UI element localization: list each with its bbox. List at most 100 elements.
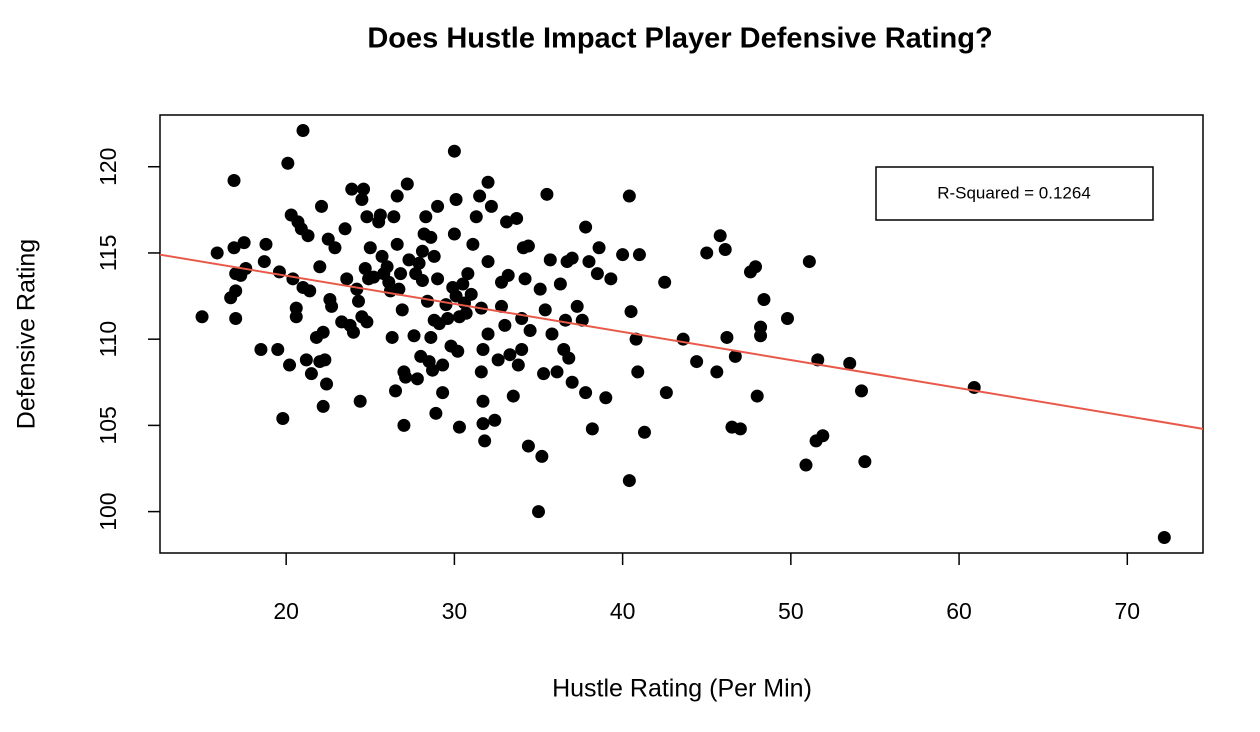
point <box>441 311 455 325</box>
point <box>363 241 377 255</box>
point <box>575 313 589 327</box>
x-axis-label: Hustle Rating (Per Min) <box>552 675 812 703</box>
point <box>858 455 872 469</box>
point <box>616 248 630 262</box>
point <box>570 299 584 313</box>
point <box>390 189 404 203</box>
point <box>622 189 636 203</box>
point <box>367 270 381 284</box>
point <box>318 353 332 367</box>
point <box>360 210 374 224</box>
point <box>710 365 724 379</box>
point <box>750 389 764 403</box>
point <box>358 261 372 275</box>
y-tick-label: 100 <box>95 492 121 530</box>
y-tick-label: 110 <box>95 321 121 358</box>
point <box>550 365 564 379</box>
point <box>357 182 371 196</box>
trend-line <box>159 253 1204 430</box>
point <box>420 294 434 308</box>
point <box>301 229 315 243</box>
point <box>346 325 360 339</box>
point <box>476 417 490 431</box>
point <box>582 255 596 269</box>
point <box>592 241 606 255</box>
point <box>728 349 742 363</box>
point <box>254 343 268 357</box>
point <box>276 411 290 425</box>
point <box>316 399 330 413</box>
point <box>456 277 470 291</box>
point <box>424 230 438 244</box>
point <box>637 425 651 439</box>
point <box>494 299 508 313</box>
point <box>718 243 732 257</box>
point <box>532 505 546 519</box>
point <box>473 189 487 203</box>
point <box>464 287 478 301</box>
point <box>320 377 334 391</box>
chart-title: Does Hustle Impact Player Defensive Rati… <box>367 23 992 55</box>
point <box>328 241 342 255</box>
point <box>565 251 579 265</box>
y-tick-label: 120 <box>95 148 121 186</box>
point <box>481 175 495 189</box>
point <box>229 311 243 325</box>
point <box>447 227 461 241</box>
point <box>535 449 549 463</box>
point <box>802 255 816 269</box>
point <box>713 229 727 243</box>
point <box>488 413 502 427</box>
point <box>451 344 465 358</box>
point <box>271 343 285 357</box>
y-tick-label: 115 <box>95 235 121 272</box>
point <box>272 265 286 279</box>
point <box>195 310 209 324</box>
point <box>720 330 734 344</box>
point <box>360 315 374 329</box>
point <box>501 268 515 282</box>
point <box>229 284 243 298</box>
point <box>283 358 297 372</box>
point <box>424 330 438 344</box>
point <box>503 348 517 362</box>
point <box>474 365 488 379</box>
point <box>585 422 599 436</box>
point <box>604 272 618 286</box>
point <box>313 260 327 274</box>
point <box>558 313 572 327</box>
point <box>816 429 830 443</box>
point <box>436 358 450 372</box>
point <box>579 386 593 400</box>
point <box>452 420 466 434</box>
point <box>1157 530 1171 544</box>
point <box>439 298 453 312</box>
point <box>387 210 401 224</box>
point <box>394 267 408 281</box>
point <box>412 256 426 270</box>
point <box>392 282 406 296</box>
point <box>478 434 492 448</box>
point <box>491 353 505 367</box>
point <box>419 210 433 224</box>
point <box>476 394 490 408</box>
x-tick-label: 30 <box>442 598 468 624</box>
point <box>399 370 413 384</box>
point <box>533 282 547 296</box>
point <box>511 358 525 372</box>
point <box>843 356 857 370</box>
point <box>481 255 495 269</box>
point <box>352 294 366 308</box>
point <box>540 187 554 201</box>
point <box>515 343 529 357</box>
point <box>459 306 473 320</box>
point <box>484 199 498 213</box>
point <box>733 422 747 436</box>
point <box>799 458 813 472</box>
x-tick-label: 20 <box>273 598 299 624</box>
point <box>590 267 604 281</box>
point <box>510 211 524 225</box>
point <box>461 267 475 281</box>
point <box>700 246 714 260</box>
